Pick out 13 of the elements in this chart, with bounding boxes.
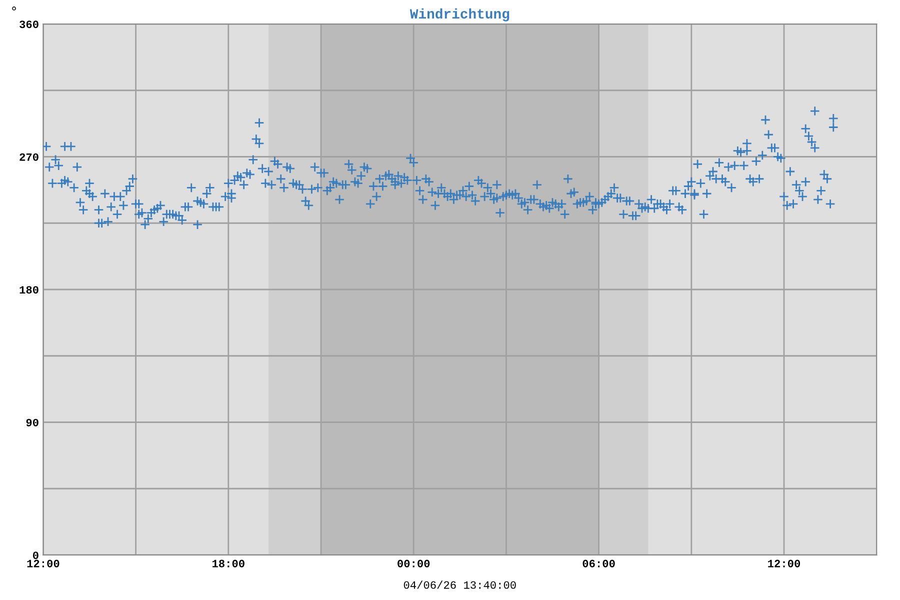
y-tick-label: 360 bbox=[20, 20, 38, 28]
y-tick-label: 180 bbox=[20, 286, 38, 294]
y-tick-label: 0 bbox=[33, 552, 38, 560]
chart-title: Windrichtung bbox=[410, 8, 510, 22]
x-tick-label: 12:00 bbox=[27, 560, 60, 568]
x-tick-label: 12:00 bbox=[768, 560, 800, 568]
x-axis-title: 04/06/26 13:40:00 bbox=[404, 580, 516, 589]
y-tick-label: 90 bbox=[26, 418, 38, 426]
x-tick-label: 18:00 bbox=[212, 560, 244, 568]
x-tick-label: 06:00 bbox=[582, 560, 615, 568]
x-tick-label: 00:00 bbox=[398, 560, 430, 568]
y-axis-title: ° bbox=[12, 6, 16, 10]
y-tick-label: 270 bbox=[20, 153, 38, 161]
